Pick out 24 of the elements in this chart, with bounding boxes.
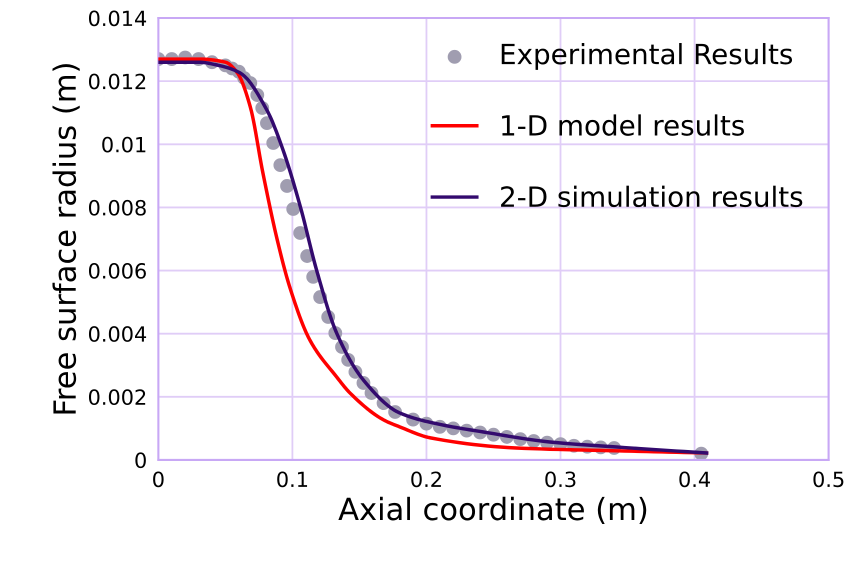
x-tick-label: 0.5 [813, 471, 844, 488]
point [293, 226, 308, 240]
y-tick-label: 0.012 [88, 74, 146, 90]
x-tick-label: 0 [153, 471, 164, 488]
x-axis-title: Axial coordinate (m) [338, 496, 646, 524]
y-tick-label: 0.01 [102, 136, 146, 152]
x-tick-label: 0.2 [411, 471, 441, 488]
legend-label: 2-D simulation results [501, 186, 802, 208]
legend-label: 1-D model results [502, 114, 744, 136]
y-tick-label: 0.014 [88, 10, 146, 26]
point [286, 202, 300, 216]
y-tick-label: 0.002 [88, 389, 146, 406]
y-tick-label: 0.006 [88, 263, 146, 279]
y-tick-label: 0.004 [88, 326, 146, 342]
x-tick-label: 0.1 [277, 471, 308, 488]
y-tick-label: 0.008 [88, 200, 146, 216]
y-axis-title: Free surface radius (m) [52, 64, 80, 414]
y-tick-label: 0 [135, 452, 146, 468]
legend-label: Experimental Results [502, 43, 792, 70]
x-tick-label: 0.4 [679, 471, 710, 488]
point [273, 158, 288, 172]
x-tick-label: 0.3 [545, 471, 576, 488]
point [280, 179, 294, 193]
point [266, 136, 280, 150]
